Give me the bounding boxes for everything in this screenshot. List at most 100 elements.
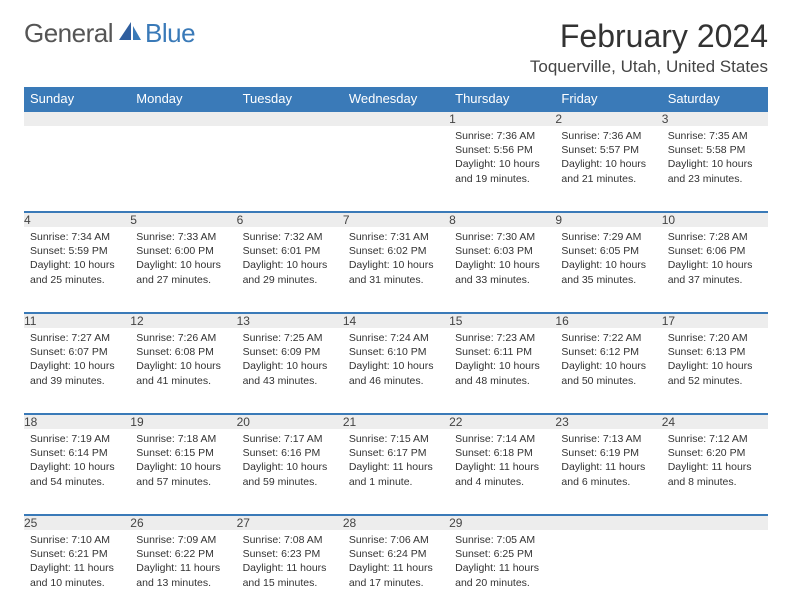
day-content: Sunrise: 7:31 AMSunset: 6:02 PMDaylight:… <box>343 227 449 293</box>
weekday-header: Wednesday <box>343 87 449 111</box>
day-sunrise: Sunrise: 7:28 AM <box>668 230 762 244</box>
day-cell: Sunrise: 7:15 AMSunset: 6:17 PMDaylight:… <box>343 429 449 515</box>
day-cell: Sunrise: 7:09 AMSunset: 6:22 PMDaylight:… <box>130 530 236 616</box>
day-cell: Sunrise: 7:06 AMSunset: 6:24 PMDaylight:… <box>343 530 449 616</box>
day-number <box>343 111 449 126</box>
day-sunrise: Sunrise: 7:10 AM <box>30 533 124 547</box>
day-content: Sunrise: 7:22 AMSunset: 6:12 PMDaylight:… <box>555 328 661 394</box>
day-content: Sunrise: 7:25 AMSunset: 6:09 PMDaylight:… <box>237 328 343 394</box>
day-content: Sunrise: 7:30 AMSunset: 6:03 PMDaylight:… <box>449 227 555 293</box>
day-sunrise: Sunrise: 7:34 AM <box>30 230 124 244</box>
day-sunset: Sunset: 6:20 PM <box>668 446 762 460</box>
day-day2: and 23 minutes. <box>668 172 762 186</box>
day-day1: Daylight: 10 hours <box>561 157 655 171</box>
day-number: 21 <box>343 414 449 429</box>
day-day1: Daylight: 10 hours <box>561 258 655 272</box>
day-number <box>555 515 661 530</box>
day-content: Sunrise: 7:13 AMSunset: 6:19 PMDaylight:… <box>555 429 661 495</box>
day-content: Sunrise: 7:34 AMSunset: 5:59 PMDaylight:… <box>24 227 130 293</box>
day-number: 14 <box>343 313 449 328</box>
day-content <box>555 530 661 539</box>
day-day2: and 52 minutes. <box>668 374 762 388</box>
day-sunrise: Sunrise: 7:35 AM <box>668 129 762 143</box>
day-day2: and 25 minutes. <box>30 273 124 287</box>
day-sunset: Sunset: 6:08 PM <box>136 345 230 359</box>
day-day1: Daylight: 10 hours <box>136 359 230 373</box>
day-day1: Daylight: 10 hours <box>668 359 762 373</box>
weekday-header: Monday <box>130 87 236 111</box>
day-sunrise: Sunrise: 7:17 AM <box>243 432 337 446</box>
day-day1: Daylight: 11 hours <box>30 561 124 575</box>
day-day1: Daylight: 10 hours <box>243 460 337 474</box>
day-content: Sunrise: 7:09 AMSunset: 6:22 PMDaylight:… <box>130 530 236 596</box>
day-content: Sunrise: 7:36 AMSunset: 5:56 PMDaylight:… <box>449 126 555 192</box>
day-content: Sunrise: 7:17 AMSunset: 6:16 PMDaylight:… <box>237 429 343 495</box>
day-cell: Sunrise: 7:29 AMSunset: 6:05 PMDaylight:… <box>555 227 661 313</box>
day-content: Sunrise: 7:32 AMSunset: 6:01 PMDaylight:… <box>237 227 343 293</box>
day-sunrise: Sunrise: 7:14 AM <box>455 432 549 446</box>
day-sunset: Sunset: 6:03 PM <box>455 244 549 258</box>
day-number: 23 <box>555 414 661 429</box>
calendar-table: Sunday Monday Tuesday Wednesday Thursday… <box>24 87 768 616</box>
day-day2: and 10 minutes. <box>30 576 124 590</box>
day-day1: Daylight: 11 hours <box>668 460 762 474</box>
day-cell <box>662 530 768 616</box>
day-sunrise: Sunrise: 7:08 AM <box>243 533 337 547</box>
day-content: Sunrise: 7:14 AMSunset: 6:18 PMDaylight:… <box>449 429 555 495</box>
day-content: Sunrise: 7:08 AMSunset: 6:23 PMDaylight:… <box>237 530 343 596</box>
day-day1: Daylight: 10 hours <box>30 460 124 474</box>
day-content: Sunrise: 7:33 AMSunset: 6:00 PMDaylight:… <box>130 227 236 293</box>
day-sunrise: Sunrise: 7:30 AM <box>455 230 549 244</box>
day-number: 26 <box>130 515 236 530</box>
day-number: 20 <box>237 414 343 429</box>
day-sunrise: Sunrise: 7:25 AM <box>243 331 337 345</box>
week-content-row: Sunrise: 7:36 AM Sunset: 5:56 PM Daylight:… <box>24 126 768 212</box>
day-number: 28 <box>343 515 449 530</box>
day-number: 22 <box>449 414 555 429</box>
day-day2: and 29 minutes. <box>243 273 337 287</box>
weekday-header: Saturday <box>662 87 768 111</box>
day-cell: Sunrise: 7:34 AMSunset: 5:59 PMDaylight:… <box>24 227 130 313</box>
day-day2: and 33 minutes. <box>455 273 549 287</box>
week-daynum-row: 2526272829 <box>24 515 768 530</box>
day-sunset: Sunset: 6:10 PM <box>349 345 443 359</box>
day-number <box>130 111 236 126</box>
day-cell: Sunrise: 7:24 AMSunset: 6:10 PMDaylight:… <box>343 328 449 414</box>
day-number: 24 <box>662 414 768 429</box>
day-content: Sunrise: 7:10 AMSunset: 6:21 PMDaylight:… <box>24 530 130 596</box>
day-content: Sunrise: 7:36 AMSunset: 5:57 PMDaylight:… <box>555 126 661 192</box>
day-sunset: Sunset: 6:23 PM <box>243 547 337 561</box>
day-cell: Sunrise: 7:36 AMSunset: 5:56 PMDaylight:… <box>449 126 555 212</box>
day-day2: and 59 minutes. <box>243 475 337 489</box>
day-number: 19 <box>130 414 236 429</box>
day-sunset: Sunset: 6:05 PM <box>561 244 655 258</box>
day-sunset: Sunset: 6:19 PM <box>561 446 655 460</box>
day-sunset: Sunset: 6:21 PM <box>30 547 124 561</box>
day-number: 5 <box>130 212 236 227</box>
day-day2: and 8 minutes. <box>668 475 762 489</box>
day-content <box>237 126 343 135</box>
day-day2: and 57 minutes. <box>136 475 230 489</box>
header: General Blue February 2024 Toquerville, … <box>24 18 768 83</box>
day-content <box>24 126 130 135</box>
day-cell: Sunrise: 7:14 AMSunset: 6:18 PMDaylight:… <box>449 429 555 515</box>
day-cell: Sunrise: 7:05 AMSunset: 6:25 PMDaylight:… <box>449 530 555 616</box>
day-sunrise: Sunrise: 7:36 AM <box>561 129 655 143</box>
week-content-row: Sunrise: 7:27 AMSunset: 6:07 PMDaylight:… <box>24 328 768 414</box>
day-sunset: Sunset: 5:56 PM <box>455 143 549 157</box>
day-content: Sunrise: 7:05 AMSunset: 6:25 PMDaylight:… <box>449 530 555 596</box>
day-content: Sunrise: 7:12 AMSunset: 6:20 PMDaylight:… <box>662 429 768 495</box>
day-sunrise: Sunrise: 7:32 AM <box>243 230 337 244</box>
day-day1: Daylight: 11 hours <box>561 460 655 474</box>
day-sunset: Sunset: 6:09 PM <box>243 345 337 359</box>
week-daynum-row: 18192021222324 <box>24 414 768 429</box>
day-day2: and 50 minutes. <box>561 374 655 388</box>
day-content: Sunrise: 7:19 AMSunset: 6:14 PMDaylight:… <box>24 429 130 495</box>
week-content-row: Sunrise: 7:10 AMSunset: 6:21 PMDaylight:… <box>24 530 768 616</box>
day-content <box>662 530 768 539</box>
day-cell: Sunrise: 7:18 AMSunset: 6:15 PMDaylight:… <box>130 429 236 515</box>
day-sunset: Sunset: 6:11 PM <box>455 345 549 359</box>
day-sunset: Sunset: 6:06 PM <box>668 244 762 258</box>
day-number: 13 <box>237 313 343 328</box>
title-block: February 2024 Toquerville, Utah, United … <box>530 18 768 83</box>
